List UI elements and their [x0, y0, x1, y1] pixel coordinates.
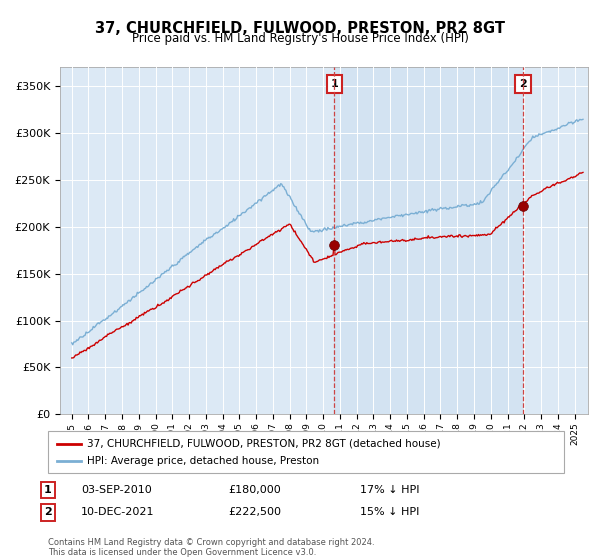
Text: £180,000: £180,000 — [228, 485, 281, 495]
Text: 17% ↓ HPI: 17% ↓ HPI — [360, 485, 419, 495]
Text: 10-DEC-2021: 10-DEC-2021 — [81, 507, 155, 517]
Text: 37, CHURCHFIELD, FULWOOD, PRESTON, PR2 8GT: 37, CHURCHFIELD, FULWOOD, PRESTON, PR2 8… — [95, 21, 505, 36]
Text: 1: 1 — [331, 79, 338, 89]
Text: 37, CHURCHFIELD, FULWOOD, PRESTON, PR2 8GT (detached house): 37, CHURCHFIELD, FULWOOD, PRESTON, PR2 8… — [87, 439, 440, 449]
Text: Contains HM Land Registry data © Crown copyright and database right 2024.
This d: Contains HM Land Registry data © Crown c… — [48, 538, 374, 557]
Text: HPI: Average price, detached house, Preston: HPI: Average price, detached house, Pres… — [87, 456, 319, 466]
Text: 15% ↓ HPI: 15% ↓ HPI — [360, 507, 419, 517]
Text: 03-SEP-2010: 03-SEP-2010 — [81, 485, 152, 495]
Text: 1: 1 — [44, 485, 52, 495]
Text: £222,500: £222,500 — [228, 507, 281, 517]
Bar — [334, 67, 523, 414]
Text: Price paid vs. HM Land Registry's House Price Index (HPI): Price paid vs. HM Land Registry's House … — [131, 32, 469, 45]
Text: 2: 2 — [44, 507, 52, 517]
Text: 2: 2 — [519, 79, 527, 89]
